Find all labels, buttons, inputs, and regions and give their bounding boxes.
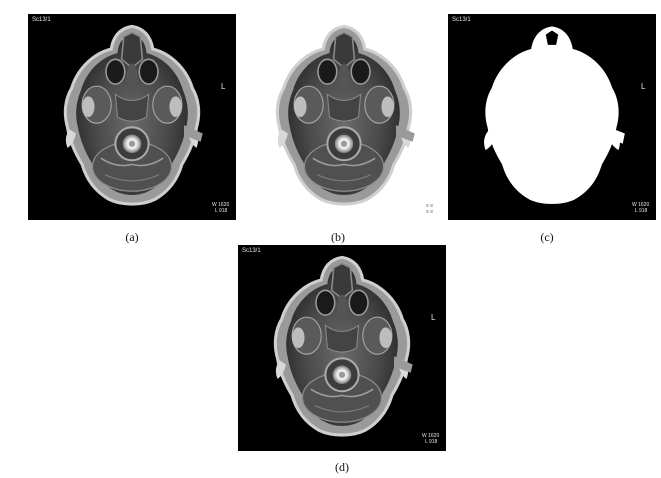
series-label: Sc13/1 xyxy=(242,248,261,254)
orientation-marker: L xyxy=(221,82,226,91)
series-label: Sc13/1 xyxy=(452,17,471,23)
caption-b: (b) xyxy=(331,230,345,244)
mri-slice-extracted-image xyxy=(240,14,448,220)
head-mask-image xyxy=(448,14,656,220)
mri-slice-result-image xyxy=(238,245,446,451)
mri-slice-image xyxy=(28,14,236,220)
window-value: W 1620 xyxy=(212,202,230,208)
panel-d-reconstructed-mri: Sc13/1 L W 1620 L 918 xyxy=(238,245,446,451)
caption-a: (a) xyxy=(125,230,139,244)
panel-b-background-removed: ≡ ≡ ≡ ≡ xyxy=(240,14,448,220)
window-value: W 1620 xyxy=(422,433,440,439)
orientation-marker: L xyxy=(641,82,646,91)
panel-c-binary-mask: Sc13/1 L W 1620 L 918 xyxy=(448,14,656,220)
series-label: Sc13/1 xyxy=(32,17,51,23)
corner-marks: ≡ ≡ ≡ ≡ xyxy=(426,203,434,215)
caption-d: (d) xyxy=(335,460,349,474)
panel-a-original-mri: Sc13/1 L W 1620 L 918 xyxy=(28,14,236,220)
orientation-marker: L xyxy=(431,313,436,322)
level-value: L 918 xyxy=(425,439,438,445)
level-value: L 918 xyxy=(635,208,648,214)
caption-c: (c) xyxy=(540,230,554,244)
level-value: L 918 xyxy=(215,208,228,214)
window-value: W 1620 xyxy=(632,202,650,208)
